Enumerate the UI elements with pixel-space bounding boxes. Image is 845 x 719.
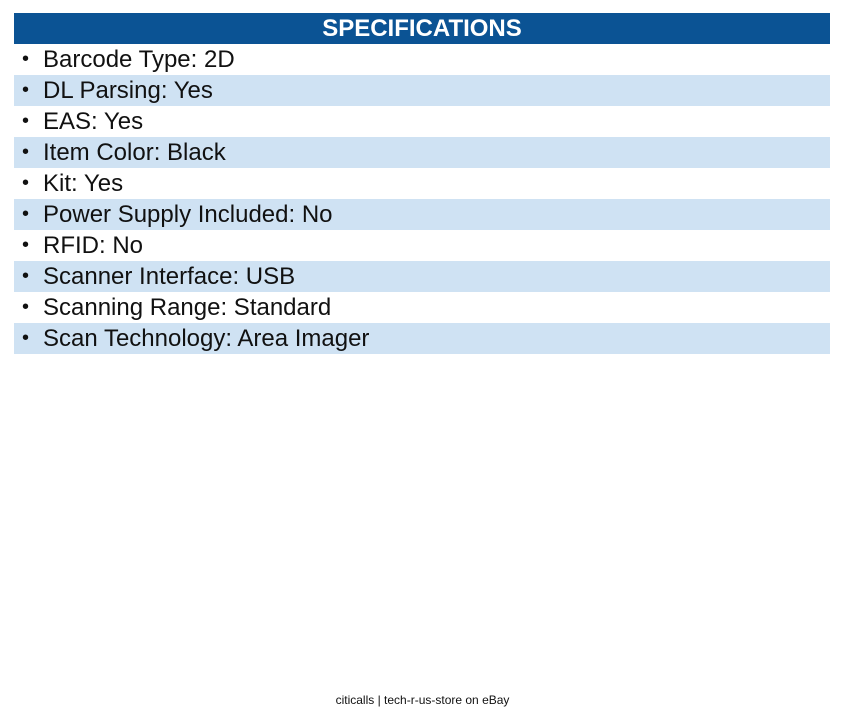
title: SPECIFICATIONS (14, 13, 830, 44)
spec-item: Kit: Yes (14, 168, 830, 199)
spec-item: DL Parsing: Yes (14, 75, 830, 106)
spec-item: Scanner Interface: USB (14, 261, 830, 292)
spec-item: Scanning Range: Standard (14, 292, 830, 323)
spec-item: RFID: No (14, 230, 830, 261)
spec-item: Scan Technology: Area Imager (14, 323, 830, 354)
spec-list: Barcode Type: 2DDL Parsing: YesEAS: YesI… (14, 44, 830, 354)
spec-item: EAS: Yes (14, 106, 830, 137)
spec-item: Barcode Type: 2D (14, 44, 830, 75)
footer: citicalls | tech-r-us-store on eBay (335, 693, 510, 707)
spec-item: Item Color: Black (14, 137, 830, 168)
spec-item: Power Supply Included: No (14, 199, 830, 230)
specifications-panel: SPECIFICATIONS Barcode Type: 2DDL Parsin… (14, 13, 830, 354)
